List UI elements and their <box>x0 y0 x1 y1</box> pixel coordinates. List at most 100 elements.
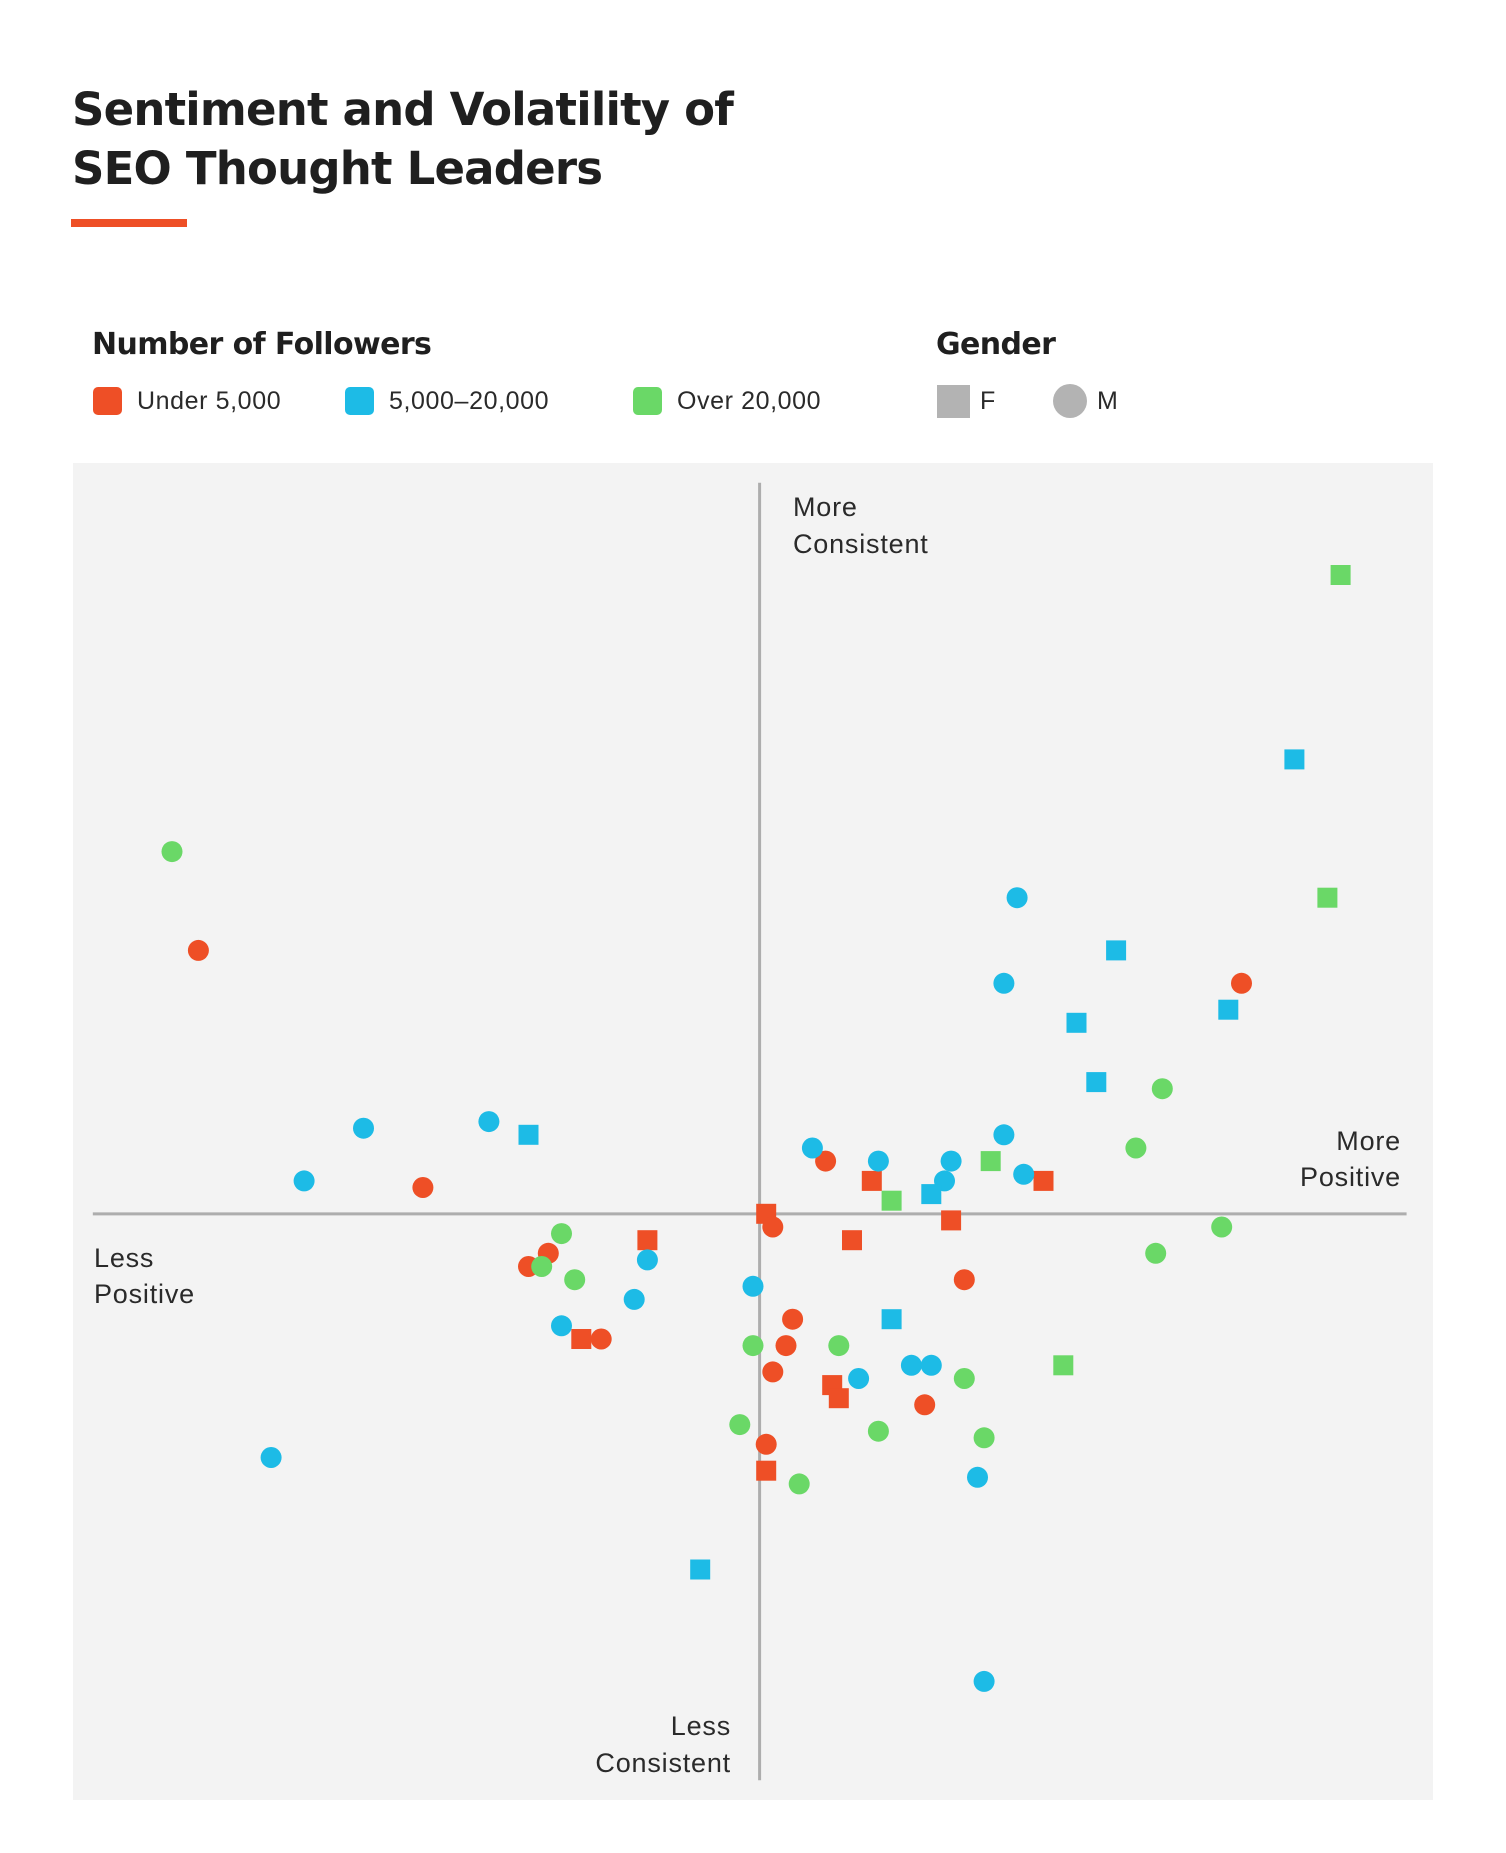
data-point-over-20k-female-20 <box>1330 565 1351 585</box>
data-point-5k-20k-female-28 <box>1086 1072 1107 1093</box>
data-point-under-5k-male-15 <box>953 1269 975 1291</box>
plot-background <box>73 463 1433 1800</box>
data-point-5k-20k-male-10 <box>742 1275 764 1297</box>
legend-label: Under 5,000 <box>137 386 282 415</box>
data-point-under-5k-male-22 <box>755 1433 777 1455</box>
legend-label: Over 20,000 <box>677 386 822 415</box>
chart-title-line-2: SEO Thought Leaders <box>72 142 603 195</box>
data-point-under-5k-female-5 <box>571 1329 592 1349</box>
y-axis-negative-label-line-1: Less <box>671 1711 731 1741</box>
legend-label: F <box>980 386 996 415</box>
legend-item-over-20000: Over 20,000 <box>633 383 821 419</box>
data-point-over-20k-female-12 <box>881 1190 902 1211</box>
data-point-over-20k-male-4 <box>564 1269 586 1291</box>
data-point-over-20k-female-14 <box>1053 1355 1074 1376</box>
data-point-5k-20k-male-19 <box>848 1368 870 1389</box>
data-point-under-5k-male-10 <box>815 1150 837 1172</box>
data-point-under-5k-female-7 <box>637 1230 658 1251</box>
data-point-5k-20k-male-24 <box>1006 887 1028 909</box>
data-point-over-20k-male-8 <box>867 1420 889 1442</box>
data-point-5k-20k-male-2 <box>293 1170 315 1192</box>
data-point-5k-20k-male-11 <box>801 1137 823 1159</box>
data-point-over-20k-male-9 <box>788 1473 810 1495</box>
data-point-5k-20k-male-20 <box>900 1354 922 1376</box>
data-point-under-5k-male-17 <box>775 1335 797 1357</box>
legend-label: 5,000–20,000 <box>389 386 550 415</box>
data-point-5k-20k-female-29 <box>1218 999 1239 1020</box>
data-point-under-5k-female-23 <box>756 1460 777 1481</box>
data-point-5k-20k-male-21 <box>920 1354 942 1376</box>
data-point-over-20k-male-5 <box>742 1335 764 1357</box>
square-icon <box>937 384 970 418</box>
data-point-over-20k-male-15 <box>1125 1137 1147 1159</box>
data-point-over-20k-male-10 <box>953 1368 975 1389</box>
data-point-under-5k-male-9 <box>762 1216 784 1238</box>
legend-label: M <box>1097 386 1118 415</box>
legend-item-5000-20000: 5,000–20,000 <box>345 383 549 419</box>
gender-legend-heading: Gender <box>936 327 1056 362</box>
data-point-5k-20k-female-9 <box>690 1559 711 1580</box>
data-point-under-5k-female-14 <box>1033 1170 1054 1191</box>
data-point-5k-20k-male-17 <box>1013 1163 1035 1185</box>
data-point-under-5k-male-21 <box>914 1394 936 1416</box>
data-point-under-5k-male-16 <box>782 1308 804 1330</box>
data-point-5k-20k-male-16 <box>993 1124 1015 1146</box>
data-point-under-5k-female-20 <box>828 1388 849 1409</box>
data-point-over-20k-male-18 <box>1211 1216 1233 1238</box>
data-point-over-20k-male-1 <box>161 841 183 863</box>
data-point-5k-20k-female-18 <box>881 1309 902 1330</box>
under-5000-swatch <box>93 387 122 415</box>
data-point-under-5k-female-13 <box>941 1210 962 1231</box>
data-point-5k-20k-male-1 <box>353 1117 374 1139</box>
data-point-over-20k-male-17 <box>1145 1242 1167 1264</box>
x-axis-negative-label-line-1: Less <box>94 1243 154 1273</box>
data-point-5k-20k-female-30 <box>1284 749 1305 770</box>
data-point-5k-20k-female-4 <box>518 1124 539 1145</box>
title-accent-bar <box>71 219 187 227</box>
data-point-under-5k-male-2 <box>412 1177 434 1198</box>
data-point-5k-20k-male-7 <box>551 1315 572 1337</box>
data-point-5k-20k-male-25 <box>993 972 1015 994</box>
x-axis-positive-label-line-2: Positive <box>1300 1162 1401 1192</box>
over-20000-swatch <box>633 387 662 415</box>
data-point-under-5k-male-24 <box>1231 972 1252 994</box>
data-point-over-20k-male-2 <box>551 1223 572 1245</box>
data-point-under-5k-female-11 <box>861 1170 882 1191</box>
data-point-over-20k-male-7 <box>729 1414 751 1436</box>
data-point-under-5k-male-18 <box>762 1361 784 1383</box>
data-point-over-20k-male-6 <box>828 1335 850 1357</box>
data-point-5k-20k-female-27 <box>1066 1012 1087 1033</box>
data-point-5k-20k-male-6 <box>623 1288 645 1310</box>
data-point-over-20k-female-19 <box>1317 887 1338 908</box>
circle-icon <box>1053 384 1087 418</box>
legend-item-female: F <box>937 383 995 419</box>
data-point-5k-20k-female-15 <box>921 1184 942 1205</box>
y-axis-positive-label-line-1: More <box>793 492 858 522</box>
followers-legend-heading: Number of Followers <box>92 327 432 362</box>
y-axis-positive-label-line-2: Consistent <box>793 529 929 559</box>
data-point-under-5k-female-12 <box>842 1230 862 1251</box>
data-point-5k-20k-male-23 <box>973 1670 995 1692</box>
data-point-5k-20k-male-12 <box>867 1150 889 1172</box>
data-point-over-20k-male-3 <box>531 1256 553 1277</box>
data-points <box>161 565 1351 1692</box>
data-point-over-20k-male-16 <box>1151 1078 1173 1100</box>
chart-title: Sentiment and Volatility of SEO Thought … <box>72 80 734 198</box>
legend-item-under-5000: Under 5,000 <box>93 383 281 419</box>
5000-20000-swatch <box>345 387 374 415</box>
data-point-5k-20k-male-22 <box>967 1466 988 1488</box>
data-point-5k-20k-female-26 <box>1106 940 1127 961</box>
legend-item-male: M <box>1053 383 1118 419</box>
data-point-under-5k-male-1 <box>187 939 209 961</box>
data-point-under-5k-male-6 <box>590 1328 612 1350</box>
y-axis-negative-label-line-2: Consistent <box>595 1748 731 1778</box>
data-point-5k-20k-male-5 <box>636 1249 658 1271</box>
chart-title-line-1: Sentiment and Volatility of <box>72 83 734 136</box>
x-axis-negative-label-line-2: Positive <box>94 1279 195 1309</box>
data-point-over-20k-female-13 <box>980 1151 1001 1172</box>
data-point-5k-20k-male-8 <box>260 1447 282 1468</box>
data-point-5k-20k-male-3 <box>478 1111 500 1133</box>
data-point-over-20k-male-11 <box>973 1427 995 1449</box>
data-point-5k-20k-male-13 <box>940 1150 962 1172</box>
